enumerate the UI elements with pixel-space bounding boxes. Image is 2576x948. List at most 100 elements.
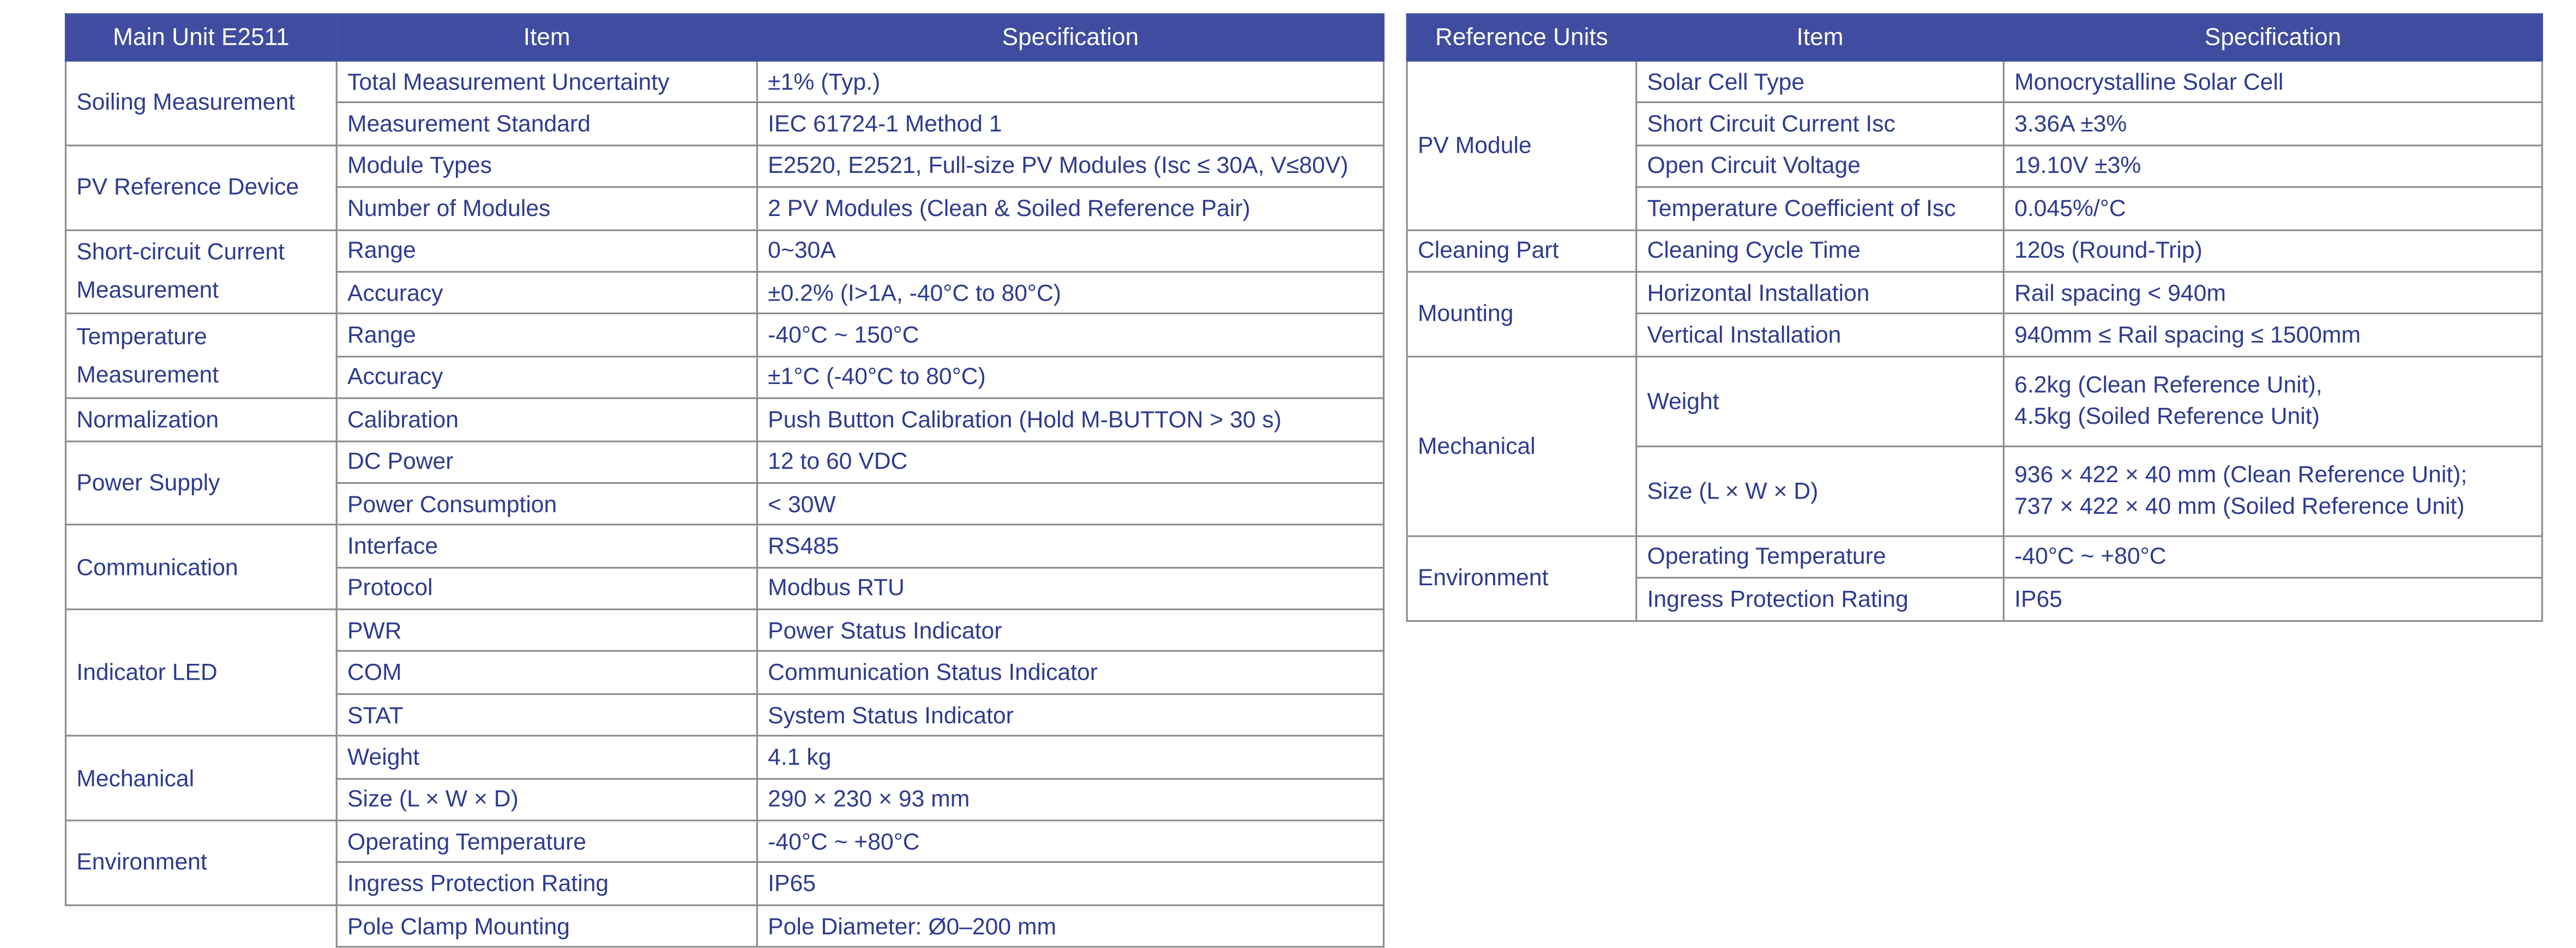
spec-row: Accuracy ±1°C (-40°C to 80°C) — [65, 355, 1385, 399]
item-cell: Accuracy — [335, 271, 758, 315]
spec-cell: 3.36A ±3% — [2002, 102, 2543, 146]
header-row: Reference Units Item Specification — [1406, 13, 2543, 62]
spec-row: Size (L × W × D) 936 × 422 × 40 mm (Clean… — [1407, 445, 2543, 537]
header-cell: Item — [335, 13, 758, 62]
spec-row: COM Communication Status Indicator — [65, 651, 1385, 695]
spec-row: Protocol Modbus RTU — [65, 566, 1385, 610]
header-cell: Item — [1635, 13, 2005, 62]
group-label: Mechanical — [64, 735, 338, 821]
spec-cell: ±1% (Typ.) — [756, 59, 1385, 104]
item-cell: Cleaning Cycle Time — [1635, 229, 2005, 273]
group-label: Mounting — [1406, 271, 1638, 357]
spec-cell: 19.10V ±3% — [2002, 144, 2543, 188]
group-label: Soiling Measurement — [64, 59, 338, 146]
spec-cell: Push Button Calibration (Hold M-BUTTON >… — [756, 397, 1385, 442]
item-cell: DC Power — [335, 440, 758, 484]
spec-cell: Power Status Indicator — [756, 608, 1385, 653]
header-cell: Specification — [756, 13, 1385, 62]
item-cell: Operating Temperature — [335, 819, 758, 864]
item-cell: Solar Cell Type — [1635, 59, 2005, 104]
group-label: Temperature Measurement — [64, 313, 338, 399]
header-cell: Main Unit E2511 — [64, 13, 338, 62]
item-cell: STAT — [335, 693, 758, 737]
spec-cell: -40°C ~ +80°C — [2002, 535, 2543, 579]
spec-cell: ±0.2% (I>1A, -40°C to 80°C) — [756, 271, 1385, 315]
header-row: Main Unit E2511 Item Specification — [64, 13, 1385, 62]
spec-row: Cleaning Part Cleaning Cycle Time 120s (Ro… — [1406, 229, 2543, 273]
group-label: Communication — [64, 524, 338, 610]
spec-cell: < 30W — [756, 482, 1385, 526]
spec-row: Power Consumption < 30W — [65, 482, 1385, 526]
group-label: Environment — [1406, 535, 1638, 621]
item-cell: Size (L × W × D) — [335, 777, 758, 821]
item-cell: Size (L × W × D) — [1635, 445, 2005, 537]
spec-row: Soiling Measurement Total Measurement Unc… — [64, 59, 1385, 146]
item-cell: Weight — [1635, 355, 2005, 447]
main-unit-table: Main Unit E2511 Item Specification Soiling … — [64, 13, 1385, 948]
spec-cell: E2520, E2521, Full-size PV Modules (Isc … — [756, 144, 1385, 188]
item-cell: Measurement Standard — [335, 102, 758, 146]
group-label: PV Reference Device — [64, 144, 338, 231]
item-cell: Vertical Installation — [1635, 313, 2005, 357]
spec-row: STAT System Status Indicator — [65, 693, 1385, 737]
item-cell: Calibration — [335, 397, 758, 442]
spec-row: PV Reference Device Module Types E2520, E2… — [64, 144, 1385, 231]
item-cell: Short Circuit Current Isc — [1635, 102, 2005, 146]
header-cell: Reference Units — [1406, 13, 1638, 62]
spec-cell: Communication Status Indicator — [756, 651, 1385, 695]
spec-cell: 6.2kg (Clean Reference Unit), 4.5kg (Soi… — [2002, 355, 2543, 447]
item-cell: Range — [335, 229, 758, 273]
group-label: Normalization — [64, 397, 338, 442]
spec-row: Accuracy ±0.2% (I>1A, -40°C to 80°C) — [65, 271, 1385, 315]
item-cell: Open Circuit Voltage — [1635, 144, 2005, 188]
item-cell: Horizontal Installation — [1635, 271, 2005, 315]
spec-cell: 0~30A — [756, 229, 1385, 273]
item-cell: Ingress Protection Rating — [1635, 577, 2005, 621]
group-label: PV Module — [1406, 59, 1638, 231]
spec-cell: ±1°C (-40°C to 80°C) — [756, 355, 1385, 399]
spec-row: Size (L × W × D) 290 × 230 × 93 mm — [65, 777, 1385, 821]
item-cell: Weight — [335, 735, 758, 779]
item-cell: COM — [335, 651, 758, 695]
spec-row: Communication Interface RS485 — [64, 524, 1385, 610]
spec-cell: Modbus RTU — [756, 566, 1385, 610]
spec-row: Mounting Horizontal Installation Rail spac… — [1406, 271, 2543, 357]
spec-cell: 120s (Round-Trip) — [2002, 229, 2543, 273]
spec-row: Measurement Standard IEC 61724-1 Method 1 — [65, 102, 1385, 146]
item-cell: Interface — [335, 524, 758, 568]
spec-cell: -40°C ~ +80°C — [756, 819, 1385, 864]
spec-cell: Monocrystalline Solar Cell — [2002, 59, 2543, 104]
group-label: Power Supply — [64, 440, 338, 526]
header-cell: Specification — [2002, 13, 2543, 62]
blank-cell — [65, 905, 336, 947]
reference-units-table: Reference Units Item Specification PV Modul… — [1406, 13, 2543, 621]
spec-cell: 940mm ≤ Rail spacing ≤ 1500mm — [2002, 313, 2543, 357]
spec-row: Short Circuit Current Isc 3.36A ±3% — [1407, 102, 2543, 146]
spec-cell: -40°C ~ 150°C — [756, 313, 1385, 357]
spec-row: Environment Operating Temperature -40°C ~ … — [64, 819, 1385, 906]
item-cell: Number of Modules — [335, 186, 758, 231]
spec-cell: Rail spacing < 940m — [2002, 271, 2543, 315]
spec-row: Number of Modules 2 PV Modules (Clean & S… — [65, 186, 1385, 231]
spec-row: Power Supply DC Power 12 to 60 VDC — [64, 440, 1385, 526]
spec-row: Pole Clamp Mounting Pole Diameter: Ø0–200… — [65, 904, 1385, 948]
item-cell: Accuracy — [335, 355, 758, 399]
group-label: Short-circuit Current Measurement — [64, 229, 338, 315]
spec-cell: IEC 61724-1 Method 1 — [756, 102, 1385, 146]
spec-row: PV Module Solar Cell Type Monocrystalline … — [1406, 59, 2543, 231]
spec-row: Mechanical Weight 4.1 kg — [64, 735, 1385, 821]
spec-cell: 290 × 230 × 93 mm — [756, 777, 1385, 821]
spec-cell: 936 × 422 × 40 mm (Clean Reference Unit)… — [2002, 445, 2543, 537]
item-cell: Range — [335, 313, 758, 357]
item-cell: Power Consumption — [335, 482, 758, 526]
item-cell: Module Types — [335, 144, 758, 188]
item-cell: Protocol — [335, 566, 758, 610]
spec-row: Vertical Installation 940mm ≤ Rail spacin… — [1407, 313, 2543, 357]
spec-cell: 0.045%/°C — [2002, 186, 2543, 231]
spec-cell: 12 to 60 VDC — [756, 440, 1385, 484]
spec-row: Normalization Calibration Push Button Cali… — [64, 397, 1385, 442]
item-cell: Pole Clamp Mounting — [335, 904, 758, 948]
spec-row: Short-circuit Current Measurement Range 0~… — [64, 229, 1385, 315]
spec-cell: Pole Diameter: Ø0–200 mm — [756, 904, 1385, 948]
